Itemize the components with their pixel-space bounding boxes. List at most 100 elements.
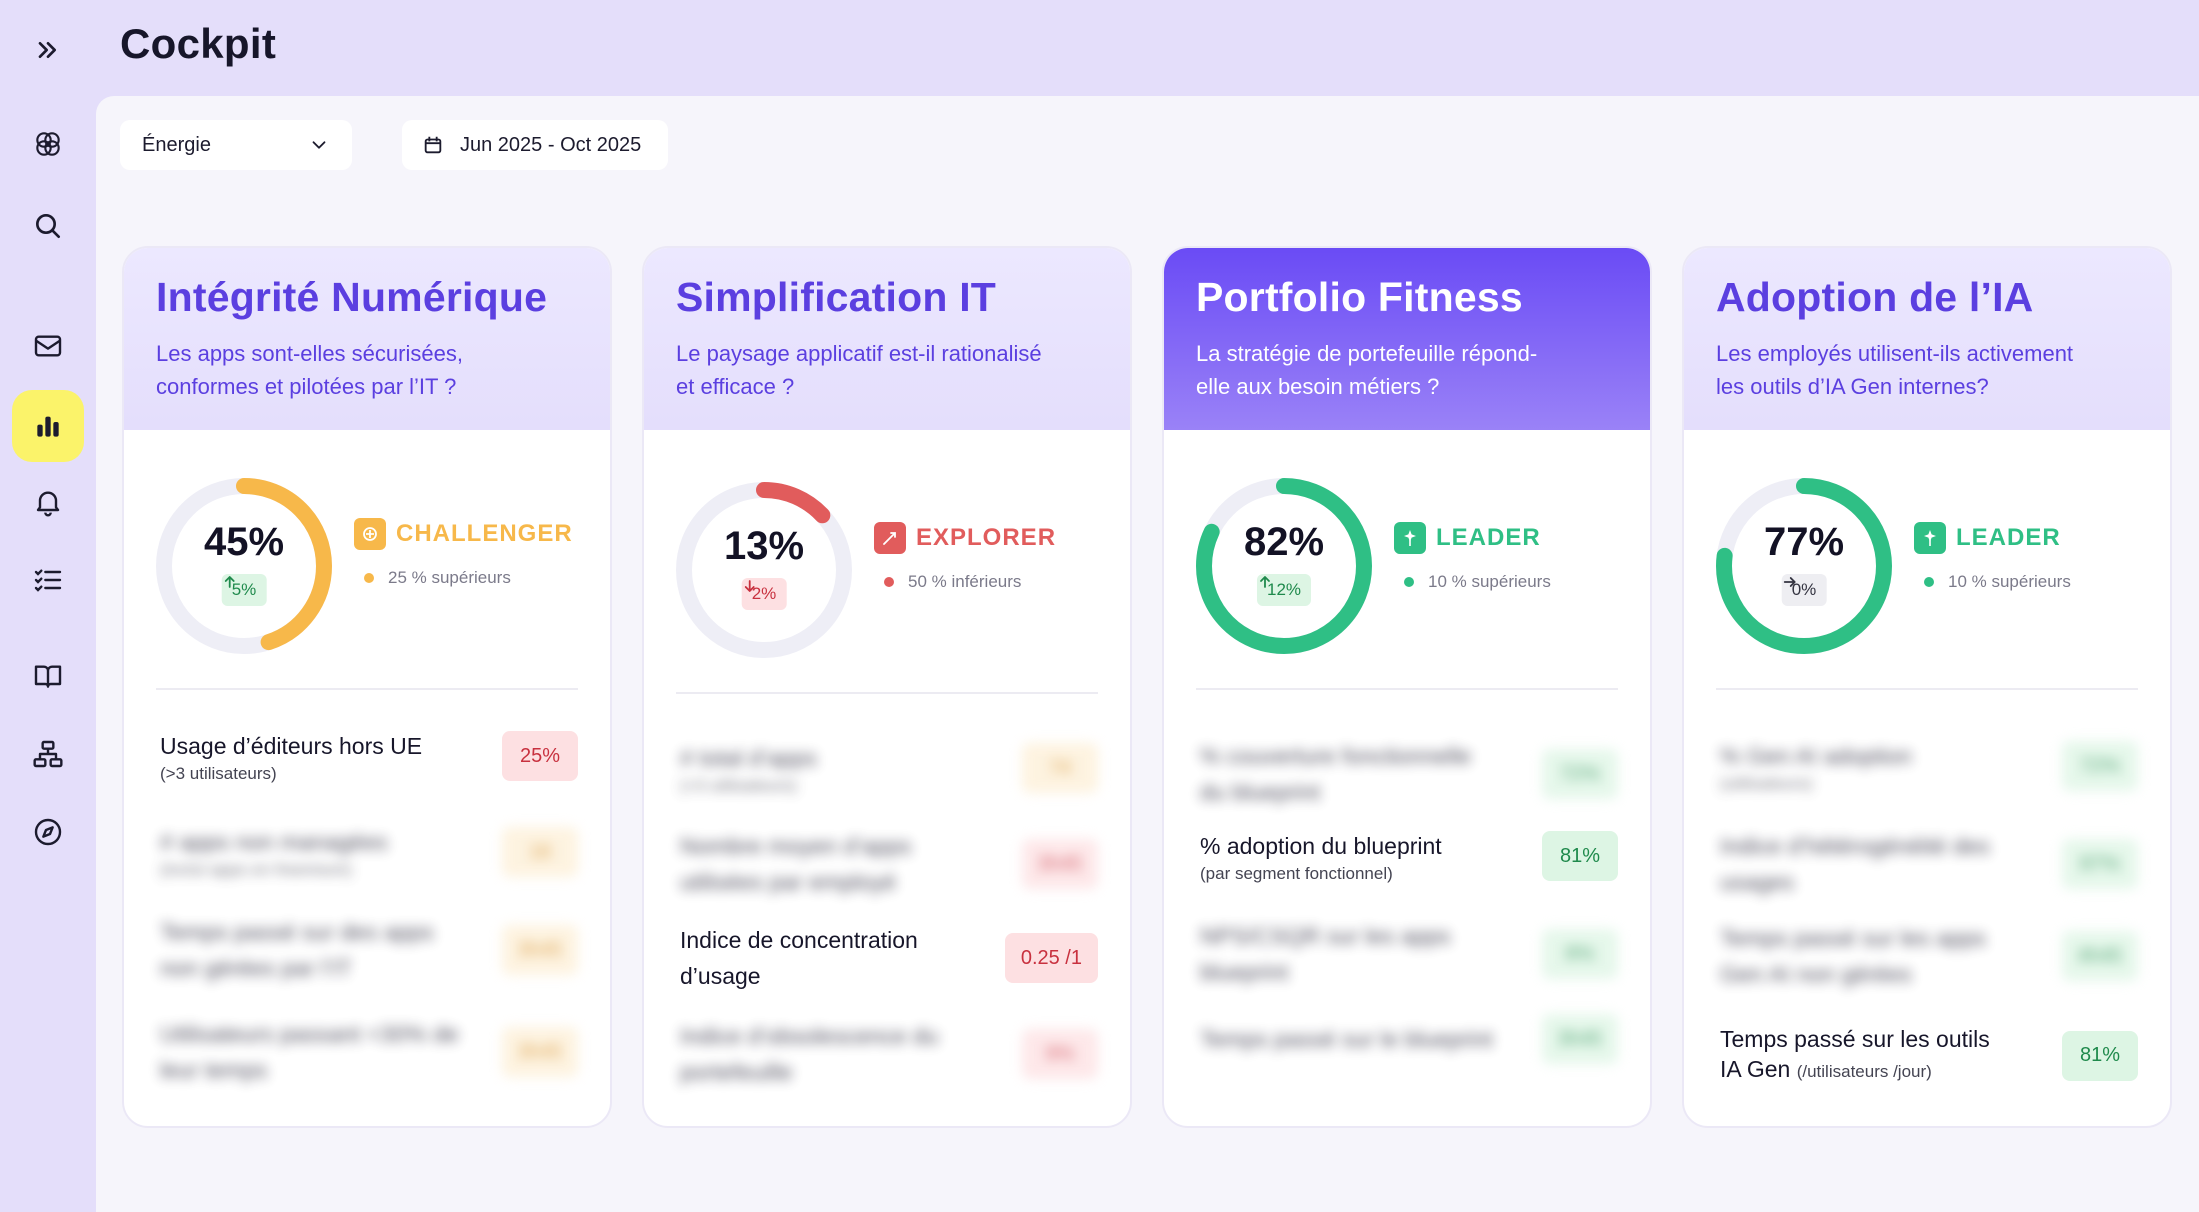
tier-text: LEADER — [1436, 524, 1541, 551]
tier-note: 10 % supérieurs — [1404, 572, 1551, 592]
card-header: Portfolio Fitness La stratégie de portef… — [1164, 248, 1650, 430]
gauge-ring — [156, 478, 332, 654]
metric-value: 9% — [1022, 1029, 1098, 1079]
gauge-ring — [1716, 478, 1892, 654]
date-range-picker[interactable]: Jun 2025 - Oct 2025 — [402, 120, 668, 170]
metric-label-text: # apps non managées — [160, 829, 388, 855]
leader-icon — [1914, 522, 1946, 554]
gauge-ring — [676, 482, 852, 658]
tier-note-text: 10 % supérieurs — [1948, 572, 2071, 591]
score-gauge: 45% 5% — [154, 476, 334, 656]
divider — [156, 688, 578, 690]
metric-label: Indice de concentration d’usage — [680, 922, 918, 994]
metric-row: % adoption du blueprint (par segment fon… — [1200, 828, 1618, 884]
compass-icon — [34, 818, 62, 846]
card-title: Intégrité Numérique — [156, 274, 548, 320]
score-value: 77% — [1763, 520, 1845, 564]
search-icon — [36, 214, 60, 238]
sidebar-item-tasks[interactable] — [12, 544, 84, 616]
chevron-down-icon — [312, 141, 326, 149]
domain-select-value: Énergie — [142, 133, 211, 156]
metric-label-text: Indice de concentration — [680, 927, 918, 953]
metric-row-blurred: Temps passé sur des apps non gérées par … — [160, 914, 578, 986]
sidebar-item-cockpit[interactable] — [12, 390, 84, 462]
score-gauge: 82% 12% — [1194, 476, 1374, 656]
metric-value: 3h45 — [1021, 839, 1098, 889]
leader-icon — [1394, 522, 1426, 554]
card-integrite-numerique[interactable]: Intégrité Numérique Les apps sont-elles … — [122, 246, 612, 1128]
metric-row: Temps passé sur les outils IA Gen (/util… — [1720, 1024, 2138, 1087]
sidebar-item-search[interactable] — [12, 190, 84, 262]
arrow-up-icon — [1260, 576, 1270, 588]
metric-row-blurred: Utilisateurs passant <30% de leur temps … — [160, 1016, 578, 1088]
gauge-arc — [1196, 478, 1372, 654]
metric-label-text: % adoption du blueprint — [1200, 833, 1442, 859]
card-title: Adoption de l’IA — [1716, 274, 2034, 320]
sidebar-item-inbox[interactable] — [12, 310, 84, 382]
metric-row-blurred: % Gen AI adoption (utilisateurs) 72% — [1720, 738, 2138, 794]
metric-label-text: Usage d’éditeurs hors UE — [160, 733, 423, 759]
metric-value: 3h45 — [501, 1027, 578, 1077]
card-subtitle: Le paysage applicatif est-il rationalisé… — [676, 337, 1098, 403]
tier-text: LEADER — [1956, 524, 2061, 551]
tier-text: CHALLENGER — [396, 520, 573, 547]
sidebar — [0, 0, 96, 1212]
card-header: Simplification IT Le paysage applicatif … — [644, 248, 1130, 430]
tier-note: 25 % supérieurs — [364, 568, 573, 588]
tier-name: CHALLENGER — [354, 518, 573, 550]
card-subtitle-line: Les employés utilisent-ils activement — [1716, 341, 2074, 366]
page-title: Cockpit — [120, 20, 277, 67]
explorer-icon — [874, 522, 906, 554]
trend-value: 12% — [1266, 580, 1302, 599]
card-subtitle-line: Le paysage applicatif est-il rationalisé — [676, 341, 1042, 366]
sidebar-item-structure[interactable] — [12, 718, 84, 790]
status-dot — [1924, 577, 1934, 587]
metric-row-blurred: Nombre moyen d’apps utilisées par employ… — [680, 828, 1098, 900]
card-subtitle-line: conformes et pilotées par l’IT ? — [156, 374, 457, 399]
metric-row-blurred: Indice d’obsolescence du portefeuille 9% — [680, 1018, 1098, 1090]
card-subtitle-line: et efficace ? — [676, 374, 795, 399]
card-simplification-it[interactable]: Simplification IT Le paysage applicatif … — [642, 246, 1132, 1128]
arrow-down-icon — [744, 580, 755, 592]
metric-row-blurred: Temps passé sur les apps Gen AI non géré… — [1720, 920, 2138, 992]
domain-select[interactable]: Énergie — [120, 120, 352, 170]
tier-name: LEADER — [1394, 522, 1551, 554]
tier-label: LEADER 10 % supérieurs — [1914, 522, 2071, 592]
divider — [676, 692, 1098, 694]
score-value: 82% — [1243, 520, 1325, 564]
metric-sublabel: (inclut apps en freemium) — [160, 860, 352, 879]
gauge-arc — [156, 478, 332, 654]
metric-label: Utilisateurs passant <30% de leur temps — [160, 1021, 459, 1083]
tier-label: CHALLENGER 25 % supérieurs — [354, 518, 573, 588]
sidebar-item-explore[interactable] — [12, 796, 84, 868]
metric-label: Nombre moyen d’apps utilisées par employ… — [680, 833, 912, 895]
metric-label: % adoption du blueprint (par segment fon… — [1200, 828, 1442, 884]
sidebar-item-alerts[interactable] — [12, 466, 84, 538]
metric-label-text: # total d’apps — [680, 745, 817, 771]
challenger-icon — [354, 518, 386, 550]
metric-value: 74 — [1022, 743, 1098, 793]
card-title: Portfolio Fitness — [1196, 274, 1523, 320]
bell-icon — [36, 491, 60, 517]
metric-row: Usage d’éditeurs hors UE (>3 utilisateur… — [160, 728, 578, 784]
metric-row-blurred: # apps non managées (inclut apps en free… — [160, 824, 578, 880]
arrow-up-icon — [224, 576, 235, 588]
status-dot — [364, 573, 374, 583]
card-subtitle: Les employés utilisent-ils activement le… — [1716, 337, 2138, 403]
gauge-arc — [1716, 478, 1892, 654]
metric-value: 25% — [502, 731, 578, 781]
card-header: Intégrité Numérique Les apps sont-elles … — [124, 248, 610, 430]
trend-badge: 2% — [741, 578, 787, 610]
logo-button[interactable] — [12, 108, 84, 180]
sidebar-item-library[interactable] — [12, 640, 84, 712]
card-adoption-ia[interactable]: Adoption de l’IA Les employés utilisent-… — [1682, 246, 2172, 1128]
metric-label: Temps passé sur le blueprint — [1200, 1026, 1493, 1052]
card-portfolio-fitness[interactable]: Portfolio Fitness La stratégie de portef… — [1162, 246, 1652, 1128]
trend-value: 2% — [751, 584, 777, 603]
card-subtitle-line: les outils d’IA Gen internes? — [1716, 374, 1989, 399]
card-subtitle-line: La stratégie de portefeuille répond- — [1196, 341, 1538, 366]
expand-sidebar-button[interactable] — [12, 14, 84, 86]
metric-value: 16 — [502, 827, 578, 877]
status-dot — [884, 577, 894, 587]
status-dot — [1404, 577, 1414, 587]
